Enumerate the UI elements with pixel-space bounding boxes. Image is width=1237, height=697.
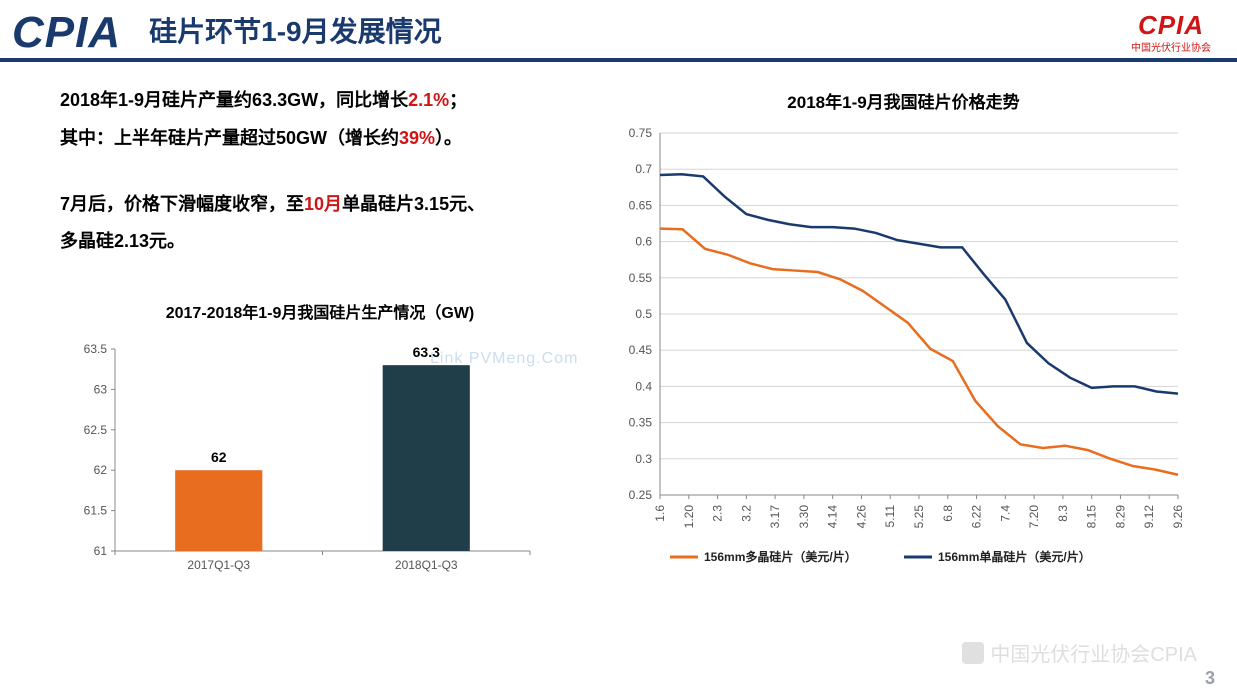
line-chart-title: 2018年1-9月我国硅片价格走势 [610,88,1197,113]
svg-text:0.4: 0.4 [635,379,652,393]
svg-text:8.29: 8.29 [1113,505,1127,529]
cpia-logo-left: CPIA [12,8,149,58]
desc-line-3: 7月后，价格下滑幅度收窄，至10月单晶硅片3.15元、 [60,186,580,224]
svg-text:5.25: 5.25 [912,505,926,529]
svg-text:5.11: 5.11 [883,505,897,528]
svg-text:63: 63 [94,383,108,397]
svg-text:0.75: 0.75 [629,126,653,140]
svg-text:1.6: 1.6 [653,505,667,522]
svg-text:0.3: 0.3 [635,452,652,466]
svg-text:0.5: 0.5 [635,307,652,321]
cpia-logo-right: CPIA 中国光伏行业协会 [1131,10,1211,54]
svg-text:3.30: 3.30 [797,505,811,529]
svg-text:8.3: 8.3 [1056,505,1070,522]
svg-text:0.7: 0.7 [635,162,652,176]
svg-text:2017Q1-Q3: 2017Q1-Q3 [187,558,250,572]
svg-text:156mm多晶硅片（美元/片）: 156mm多晶硅片（美元/片） [704,549,857,564]
svg-text:0.65: 0.65 [629,198,653,212]
svg-text:156mm单晶硅片（美元/片）: 156mm单晶硅片（美元/片） [938,549,1091,564]
svg-text:63.5: 63.5 [84,342,108,356]
svg-text:9.26: 9.26 [1171,505,1185,529]
svg-text:4.14: 4.14 [826,505,840,529]
svg-text:0.6: 0.6 [635,235,652,249]
svg-text:8.15: 8.15 [1085,505,1099,529]
svg-text:62: 62 [211,449,227,465]
bar-chart: 61 61.5 62 62.5 63 63.5 62 2017Q1-Q3 63.3 2018Q1-… [60,331,580,581]
desc-line-4: 多晶硅2.13元。 [60,223,580,261]
logo-right-subtitle: 中国光伏行业协会 [1131,39,1211,54]
svg-text:0.45: 0.45 [629,343,653,357]
page-number: 3 [1205,668,1215,689]
svg-text:2018Q1-Q3: 2018Q1-Q3 [395,558,458,572]
desc-line-1: 2018年1-9月硅片产量约63.3GW，同比增长2.1%； [60,82,580,120]
svg-text:9.12: 9.12 [1142,505,1156,529]
svg-text:7.4: 7.4 [998,505,1012,522]
svg-text:3.2: 3.2 [739,505,753,522]
bar-chart-title: 2017-2018年1-9月我国硅片生产情况（GW) [60,299,580,323]
svg-text:6.22: 6.22 [970,505,984,529]
svg-text:61: 61 [94,544,108,558]
svg-text:0.35: 0.35 [629,416,653,430]
svg-text:4.26: 4.26 [854,505,868,529]
svg-text:3.17: 3.17 [768,505,782,529]
svg-text:2.3: 2.3 [711,505,725,522]
page-title: 硅片环节1-9月发展情况 [149,10,441,56]
svg-text:0.25: 0.25 [629,488,653,502]
header: CPIA 硅片环节1-9月发展情况 [0,0,1237,62]
svg-text:7.20: 7.20 [1027,505,1041,529]
line-chart: 0.25 0.3 0.35 0.4 0.45 0.5 0.55 0.6 0.65 0.7 0.75 1… [610,123,1190,583]
svg-text:6.8: 6.8 [941,505,955,522]
svg-text:61.5: 61.5 [84,504,108,518]
watermark-cpia: 中国光伏行业协会CPIA [962,638,1197,667]
logo-right-text: CPIA [1138,10,1204,40]
svg-text:0.55: 0.55 [629,271,653,285]
svg-text:1.20: 1.20 [682,505,696,529]
svg-text:63.3: 63.3 [413,344,440,360]
wechat-icon [962,642,984,664]
svg-text:62: 62 [94,463,108,477]
desc-line-2: 其中：上半年硅片产量超过50GW（增长约39%）。 [60,120,580,158]
svg-text:62.5: 62.5 [84,423,108,437]
